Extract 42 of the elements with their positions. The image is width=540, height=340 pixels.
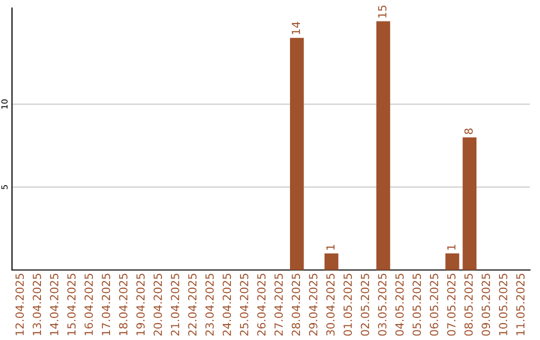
x-tick-label: 26.04.2025 — [257, 274, 266, 336]
x-tick-label: 11.05.2025 — [516, 274, 525, 336]
bar — [462, 137, 476, 270]
bar — [290, 38, 304, 270]
x-tick-label: 04.05.2025 — [395, 274, 404, 336]
x-tick-label: 10.05.2025 — [498, 274, 508, 336]
bar — [324, 253, 338, 270]
x-tick-label: 03.05.2025 — [378, 274, 386, 336]
x-tick-label: 19.04.2025 — [136, 274, 145, 336]
y-tick-label: 10 — [1, 99, 8, 109]
bar — [445, 253, 460, 270]
x-tick-label: 06.05.2025 — [430, 274, 438, 336]
x-tick-label: 14.04.2025 — [50, 274, 58, 336]
x-tick-label: 15.04.2025 — [67, 274, 76, 336]
data-label: 8 — [464, 128, 473, 134]
x-tick-label: 02.05.2025 — [360, 274, 370, 336]
x-tick-label: 28.04.2025 — [292, 274, 300, 336]
data-label: 1 — [447, 244, 456, 250]
x-tick-label: 05.05.2025 — [412, 274, 421, 336]
y-tick-label: 5 — [1, 185, 8, 190]
x-tick-label: 13.04.2025 — [32, 274, 42, 336]
x-tick-label: 30.04.2025 — [326, 274, 335, 336]
x-tick-label: 01.05.2025 — [344, 274, 352, 336]
data-label: 15 — [378, 6, 386, 18]
x-tick-label: 25.04.2025 — [240, 274, 248, 336]
x-tick-label: 22.04.2025 — [188, 274, 197, 336]
data-label: 1 — [326, 244, 334, 250]
x-tick-label: 21.04.2025 — [170, 274, 180, 336]
x-tick-label: 23.04.2025 — [205, 274, 214, 336]
x-tick-label: 07.05.2025 — [447, 274, 456, 336]
data-label: 14 — [292, 22, 300, 34]
x-tick-label: 18.04.2025 — [119, 274, 128, 336]
x-tick-label: 12.04.2025 — [15, 274, 24, 336]
x-tick-label: 24.04.2025 — [222, 274, 232, 336]
x-tick-label: 17.04.2025 — [102, 274, 110, 336]
bar — [376, 21, 390, 270]
x-tick-label: 09.05.2025 — [482, 274, 490, 336]
x-tick-label: 20.04.2025 — [154, 274, 162, 336]
x-tick-label: 08.05.2025 — [464, 274, 473, 336]
x-tick-label: 27.04.2025 — [274, 274, 283, 336]
x-tick-label: 16.04.2025 — [84, 274, 93, 336]
x-tick-label: 29.04.2025 — [308, 274, 318, 336]
